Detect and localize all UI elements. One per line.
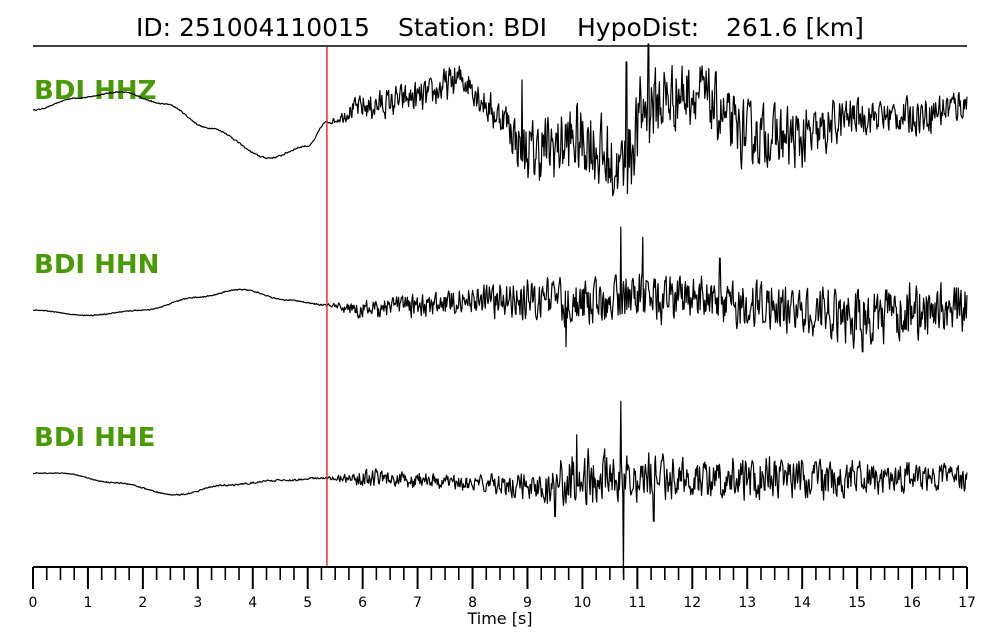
chart-title: ID: 251004110015 Station: BDI HypoDist: … (136, 13, 864, 42)
hypodist-label-text: HypoDist: (577, 13, 699, 42)
trace-label-hhz: BDI HHZ (34, 76, 157, 106)
x-tick-label: 16 (903, 595, 921, 611)
x-tick-label: 6 (358, 595, 367, 611)
x-tick-label: 4 (248, 595, 257, 611)
trace-line-hhe (32, 400, 968, 575)
x-tick-label: 17 (958, 595, 976, 611)
x-tick-label: 1 (83, 595, 92, 611)
x-axis: 0 1 2 3 4 5 6 7 8 9 10 11 12 13 14 15 16 17 Time [s] (29, 566, 976, 628)
x-tick-label: 14 (793, 595, 811, 611)
x-tick-label: 13 (738, 595, 756, 611)
trace-hhe: BDI HHE (32, 400, 968, 575)
event-id-text: ID: 251004110015 (136, 13, 370, 42)
x-tick-label: 5 (303, 595, 312, 611)
trace-hhz: BDI HHZ (32, 43, 968, 197)
x-tick-label: 2 (138, 595, 147, 611)
trace-line-hhz (32, 43, 968, 197)
x-tick-label: 9 (523, 595, 532, 611)
x-tick-label: 3 (193, 595, 202, 611)
x-tick-label: 15 (848, 595, 866, 611)
x-axis-ticks (32, 567, 968, 589)
trace-label-hhn: BDI HHN (34, 250, 159, 280)
trace-hhn: BDI HHN (32, 226, 968, 353)
x-axis-label: Time [s] (466, 609, 532, 628)
x-tick-label: 0 (29, 595, 38, 611)
trace-label-hhe: BDI HHE (34, 423, 155, 453)
x-tick-label: 11 (628, 595, 646, 611)
x-tick-label: 12 (683, 595, 701, 611)
x-axis-tick-labels: 0 1 2 3 4 5 6 7 8 9 10 11 12 13 14 15 16 17 (29, 595, 976, 611)
station-text: Station: BDI (398, 13, 547, 42)
x-tick-label: 8 (468, 595, 477, 611)
hypodist-value-text: 261.6 [km] (726, 13, 864, 42)
x-tick-label: 7 (413, 595, 422, 611)
x-tick-label: 10 (573, 595, 591, 611)
traces-group: BDI HHZ BDI HHN BDI HHE (32, 43, 968, 575)
trace-line-hhn (32, 226, 968, 353)
